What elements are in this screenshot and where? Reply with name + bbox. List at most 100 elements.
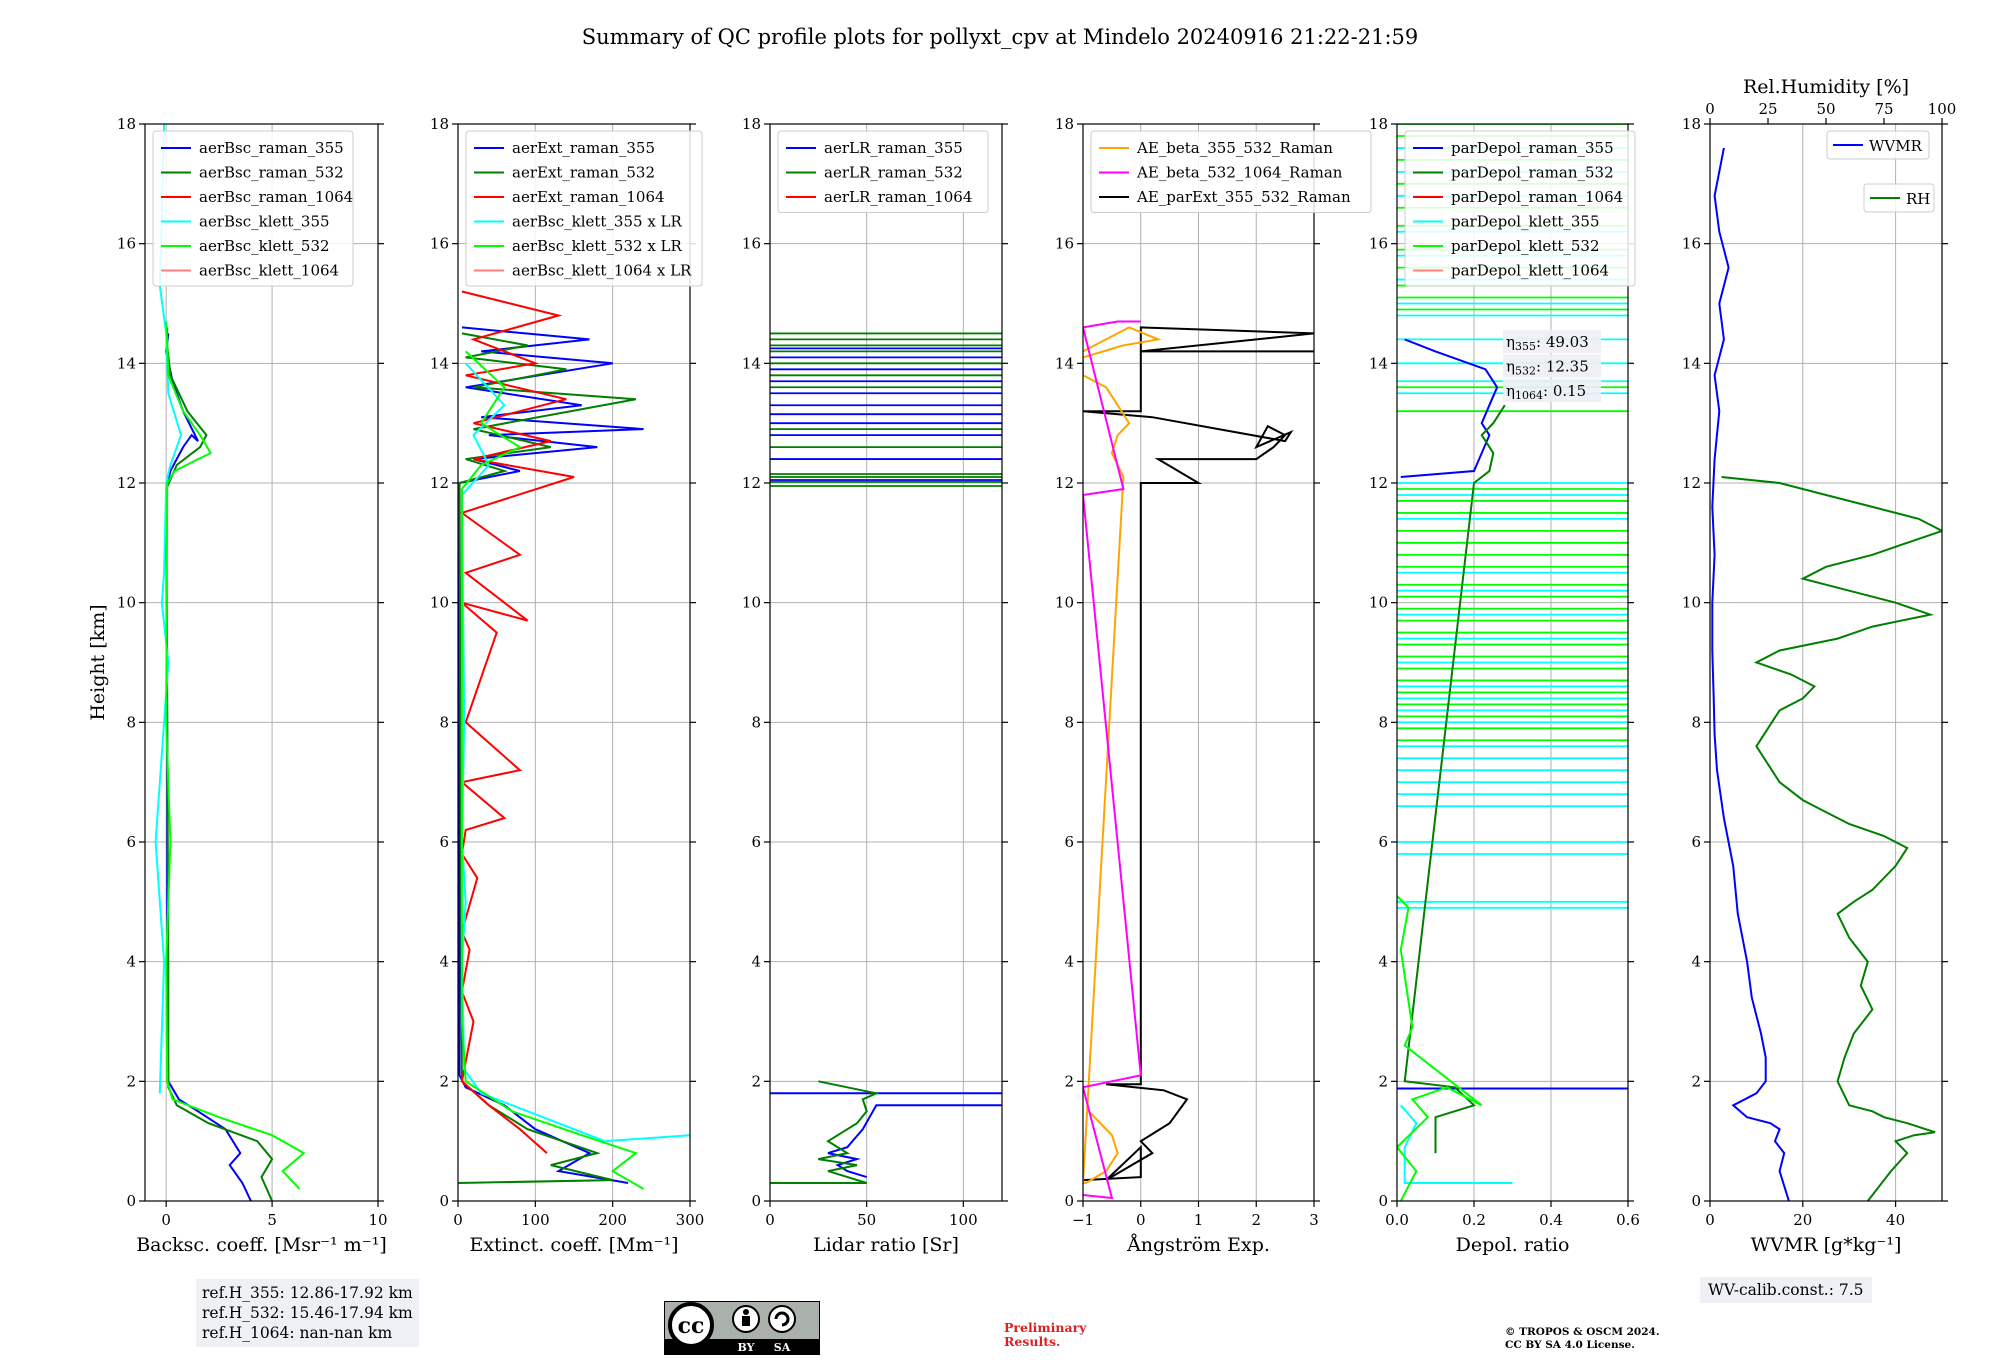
top-x-tick-label: 25 [1758,100,1777,118]
legend-entry: aerBsc_klett_355 x LR [512,213,683,231]
legend-box [1404,130,1636,287]
panel-wvmr: 0 20 40 0 2 4 6 8 10 12 14 16 18 WVMR [g*kg⁻¹] 0 25 50 75… [1682,76,1956,1256]
y-tick-label: 18 [1682,115,1701,133]
y-tick-label: 4 [1691,953,1701,971]
x-axis-label: Lidar ratio [Sr] [813,1234,959,1256]
legend-entry: aerBsc_klett_532 [199,237,330,255]
wv-calibration-box: WV-calib.const.: 7.5 [1700,1277,1872,1303]
legend-entry: parDepol_raman_532 [1451,164,1614,182]
y-tick-label: 6 [751,833,761,851]
legend-box [152,130,354,287]
legend-entry: WVMR [1869,137,1923,155]
eta-annotation: η355: 49.03 [1506,333,1589,353]
x-tick-label: 100 [521,1211,550,1229]
legend-entry: aerBsc_klett_355 [199,213,330,231]
series-line-aerExt_raman_532 [458,332,637,1184]
panel-lidar_ratio: 0 50 100 0 2 4 6 8 10 12 14 16 18 Lidar ratio [Sr] aer… [742,115,1008,1256]
y-tick-label: 16 [742,235,761,253]
x-tick-label: 3 [1309,1211,1319,1229]
y-tick-label: 8 [126,713,136,731]
y-tick-label: 6 [439,833,449,851]
by-person-body [742,1316,750,1326]
copyright-line-2: CC BY SA 4.0 License. [1505,1339,1635,1351]
y-tick-label: 14 [430,354,449,372]
legend-entry: AE_beta_355_532_Raman [1136,139,1333,157]
x-tick-label: 0.4 [1539,1211,1563,1229]
y-tick-label: 2 [439,1072,449,1090]
panel-extinction: 0 100 200 300 0 2 4 6 8 10 12 14 16 18 Extinct. coeff.… [430,115,704,1256]
series-line-parDepol_klett_532 [1397,895,1483,1201]
series-line-aerBsc_klett_532 x LR [460,350,645,1190]
x-tick-label: 100 [949,1211,978,1229]
y-tick-label: 18 [1369,115,1388,133]
legend-entry: parDepol_klett_532 [1451,237,1600,255]
y-tick-label: 14 [1369,354,1388,372]
y-tick-label: 0 [1691,1192,1701,1210]
ref-height-1064: ref.H_1064: nan-nan km [202,1324,393,1342]
sa-share-icon [768,1305,796,1333]
legend-entry: aerBsc_raman_1064 [199,188,353,206]
y-tick-label: 2 [751,1072,761,1090]
x-tick-label: 10 [368,1211,387,1229]
y-tick-label: 8 [439,713,449,731]
ref-height-355: ref.H_355: 12.86-17.92 km [202,1284,413,1302]
y-tick-label: 18 [742,115,761,133]
y-tick-label: 10 [1369,594,1388,612]
y-tick-label: 6 [1064,833,1074,851]
series-line-AE_parExt_355_532_Raman [1083,326,1314,1182]
legend-entry: aerExt_raman_532 [512,164,655,182]
eta-annotation: η1064: 0.15 [1506,382,1586,402]
figure-title: Summary of QC profile plots for pollyxt_… [582,25,1419,49]
y-tick-label: 0 [1064,1192,1074,1210]
axes-frame [1709,123,1943,1202]
panel-backscatter: 0 5 10 0 2 4 6 8 10 12 14 16 18 Backsc. coeff. [Msr⁻¹… [87,115,388,1256]
eta-annotation: η532: 12.35 [1506,358,1589,378]
y-tick-label: 0 [1378,1192,1388,1210]
top-x-tick-label: 100 [1928,100,1957,118]
series-line-aerBsc_klett_355 x LR [460,362,690,1143]
legend-entry: aerLR_raman_1064 [824,188,972,206]
eta-annotation-bg [1503,379,1601,402]
x-axis-label: Ångström Exp. [1126,1234,1270,1256]
legend-box [1826,130,1930,160]
axes-frame [457,123,691,1202]
y-tick-label: 2 [1691,1072,1701,1090]
y-tick-label: 16 [1682,235,1701,253]
y-tick-label: 2 [1064,1072,1074,1090]
x-tick-label: 0.6 [1616,1211,1640,1229]
y-tick-label: 6 [126,833,136,851]
x-tick-label: 300 [676,1211,705,1229]
legend-entry: parDepol_klett_1064 [1451,262,1609,280]
y-tick-label: 14 [742,354,761,372]
legend-entry: aerBsc_klett_1064 [199,262,339,280]
plot-area [458,290,690,1190]
eta-annotation-bg [1503,330,1601,353]
legend-entry: parDepol_klett_355 [1451,213,1600,231]
y-tick-label: 8 [1064,713,1074,731]
y-tick-label: 0 [126,1192,136,1210]
by-label: BY [738,1341,755,1354]
y-axis-label: Height [km] [87,604,109,720]
y-tick-label: 4 [1378,953,1388,971]
legend-entry: parDepol_raman_355 [1451,139,1614,157]
x-tick-label: 0 [1705,1211,1715,1229]
axes-frame [144,123,379,1202]
x-axis-label: Depol. ratio [1456,1234,1570,1256]
axes-frame [769,123,1003,1202]
legend-entry: aerBsc_raman_532 [199,164,344,182]
series-line-aerLR_raman_355 [827,1104,1002,1179]
y-tick-label: 10 [117,594,136,612]
y-tick-label: 4 [439,953,449,971]
legend-entry: parDepol_raman_1064 [1451,188,1623,206]
legend-entry: aerBsc_raman_355 [199,139,344,157]
series-line-aerExt_raman_355 [458,326,644,1184]
y-tick-label: 16 [1055,235,1074,253]
y-tick-label: 2 [126,1072,136,1090]
y-tick-label: 2 [1378,1072,1388,1090]
x-axis-label: Extinct. coeff. [Mm⁻¹] [469,1234,678,1256]
sa-share-arrow [774,1311,790,1327]
preliminary-line-2: Results. [1004,1334,1061,1349]
sa-label: SA [774,1341,791,1354]
x-tick-label: 0 [765,1211,775,1229]
x-tick-label: 0.2 [1462,1211,1486,1229]
